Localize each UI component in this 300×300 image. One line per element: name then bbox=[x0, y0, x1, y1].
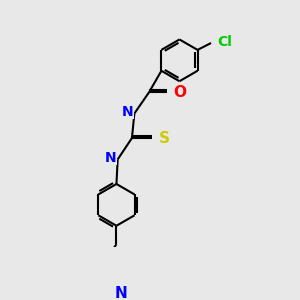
Text: Cl: Cl bbox=[217, 35, 232, 49]
Text: N: N bbox=[122, 105, 133, 119]
Text: N: N bbox=[115, 286, 128, 300]
Text: O: O bbox=[174, 85, 187, 100]
Text: S: S bbox=[158, 130, 169, 146]
Text: H: H bbox=[121, 105, 130, 115]
Text: N: N bbox=[105, 151, 116, 165]
Text: H: H bbox=[104, 151, 113, 161]
